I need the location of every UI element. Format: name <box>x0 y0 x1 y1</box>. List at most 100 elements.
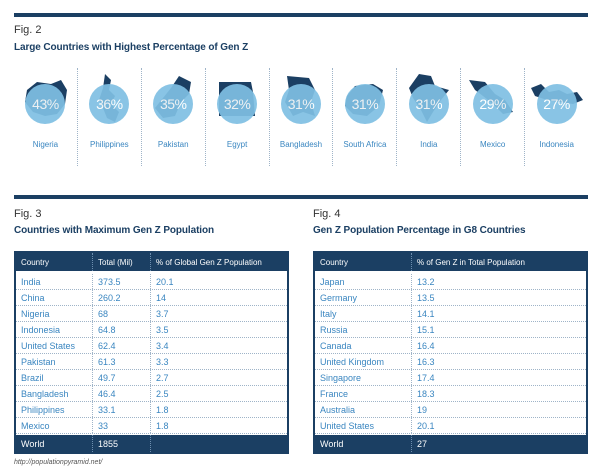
table-cell: Japan <box>320 276 345 287</box>
table-row: United States 20.1 <box>315 418 586 434</box>
table-row: Nigeria 68 3.7 <box>16 306 287 322</box>
table-cell: 49.7 <box>92 370 150 385</box>
fig2-title: Large Countries with Highest Percentage … <box>14 42 249 53</box>
table-cell: 17.4 <box>411 370 586 385</box>
table-cell: Singapore <box>320 372 362 383</box>
table-row: India 373.5 20.1 <box>16 274 287 290</box>
country-column-philippines: 36% Philippines <box>76 68 141 166</box>
table-cell: Indonesia <box>21 324 61 335</box>
table-footer-world: World 1855 <box>16 435 287 452</box>
country-name-label: South Africa <box>343 140 387 149</box>
table-cell: 13.5 <box>411 290 586 305</box>
table-cell: 46.4 <box>92 386 150 401</box>
table-cell: 3.5 <box>150 322 287 337</box>
table-cell: Canada <box>320 340 352 351</box>
table-cell: 19 <box>411 402 586 417</box>
footer-cell: World <box>21 438 45 449</box>
country-name-label: Philippines <box>89 140 129 149</box>
percentage-value-label: 27% <box>536 84 577 124</box>
percentage-value-label: 31% <box>281 84 321 124</box>
table-row: Bangladesh 46.4 2.5 <box>16 386 287 402</box>
table-row: Mexico 33 1.8 <box>16 418 287 434</box>
country-column-south-africa: 31% South Africa <box>332 68 396 166</box>
gen-z-population-table: Country Total (Mil)% of Global Gen Z Popu… <box>14 251 289 454</box>
table-row: Australia 19 <box>315 402 586 418</box>
country-name-label: India <box>420 140 438 149</box>
fig3-label: Fig. 3 <box>14 208 42 220</box>
table-cell: 62.4 <box>92 338 150 353</box>
table-cell: 20.1 <box>411 418 586 433</box>
percentage-value-label: 32% <box>217 84 258 124</box>
table-cell: 16.4 <box>411 338 586 353</box>
table-cell: 68 <box>92 306 150 321</box>
table-cell: United States <box>320 420 375 431</box>
table-cell: Italy <box>320 308 337 319</box>
percentage-value-label: 36% <box>89 84 130 124</box>
column-header: % of Global Gen Z Population <box>150 253 287 271</box>
country-column-pakistan: 35% Pakistan <box>140 68 205 166</box>
table-cell: 16.3 <box>411 354 586 369</box>
table-row: Italy 14.1 <box>315 306 586 322</box>
table-cell: Germany <box>320 292 358 303</box>
percentage-value-label: 29% <box>472 84 513 124</box>
table-row: United Kingdom 16.3 <box>315 354 586 370</box>
table-row: Pakistan 61.3 3.3 <box>16 354 287 370</box>
table-cell: 15.1 <box>411 322 586 337</box>
table-cell: 3.3 <box>150 354 287 369</box>
table-cell: Russia <box>320 324 348 335</box>
source-note: http://populationpyramid.net/ <box>14 459 103 466</box>
table-row: United States 62.4 3.4 <box>16 338 287 354</box>
fig2-top-rule <box>14 13 588 17</box>
table-cell: Philippines <box>21 404 65 415</box>
table-cell: 1.8 <box>150 418 287 433</box>
table-row: France 18.3 <box>315 386 586 402</box>
table-footer-world: World 27 <box>315 435 586 452</box>
table-row: Germany 13.5 <box>315 290 586 306</box>
table-cell: India <box>21 276 41 287</box>
country-column-nigeria: 43% Nigeria <box>14 68 77 166</box>
table-cell: 18.3 <box>411 386 586 401</box>
country-name-label: Mexico <box>480 140 506 149</box>
table-cell: Brazil <box>21 372 44 383</box>
table-row: Canada 16.4 <box>315 338 586 354</box>
table-header: Country % of Gen Z in Total Population <box>315 253 586 271</box>
table-row: Indonesia 64.8 3.5 <box>16 322 287 338</box>
footer-cell: 27 <box>411 435 586 452</box>
footer-cell <box>150 435 287 452</box>
percentage-value-label: 35% <box>153 84 194 124</box>
fig2-label: Fig. 2 <box>14 24 42 36</box>
table-cell: 2.5 <box>150 386 287 401</box>
table-row: China 260.2 14 <box>16 290 287 306</box>
country-name-label: Nigeria <box>32 140 59 149</box>
table-cell: United States <box>21 340 76 351</box>
table-row: Brazil 49.7 2.7 <box>16 370 287 386</box>
table-cell: 1.8 <box>150 402 287 417</box>
table-cell: France <box>320 388 349 399</box>
table-cell: 3.4 <box>150 338 287 353</box>
table-cell: 13.2 <box>411 274 586 289</box>
table-cell: Pakistan <box>21 356 56 367</box>
table-cell: 3.7 <box>150 306 287 321</box>
country-name-label: Indonesia <box>539 140 574 149</box>
table-cell: Nigeria <box>21 308 50 319</box>
table-cell: 260.2 <box>92 290 150 305</box>
country-column-bangladesh: 31% Bangladesh <box>268 68 333 166</box>
table-cell: Bangladesh <box>21 388 69 399</box>
table-cell: 33.1 <box>92 402 150 417</box>
table-cell: 64.8 <box>92 322 150 337</box>
footer-cell: World <box>320 438 344 449</box>
footer-cell: 1855 <box>92 435 150 452</box>
table-cell: Mexico <box>21 420 50 431</box>
country-name-label: Pakistan <box>157 140 189 149</box>
country-column-india: 31% India <box>396 68 460 166</box>
fig3-title: Countries with Maximum Gen Z Population <box>14 225 214 236</box>
column-header: Country <box>320 257 349 267</box>
table-cell: 14 <box>150 290 287 305</box>
percentage-value-label: 43% <box>25 84 66 124</box>
table-cell: 61.3 <box>92 354 150 369</box>
table-cell: 20.1 <box>150 274 287 289</box>
percentage-value-label: 31% <box>408 84 449 124</box>
table-cell: China <box>21 292 45 303</box>
table-cell: United Kingdom <box>320 356 385 367</box>
table-cell: Australia <box>320 404 356 415</box>
